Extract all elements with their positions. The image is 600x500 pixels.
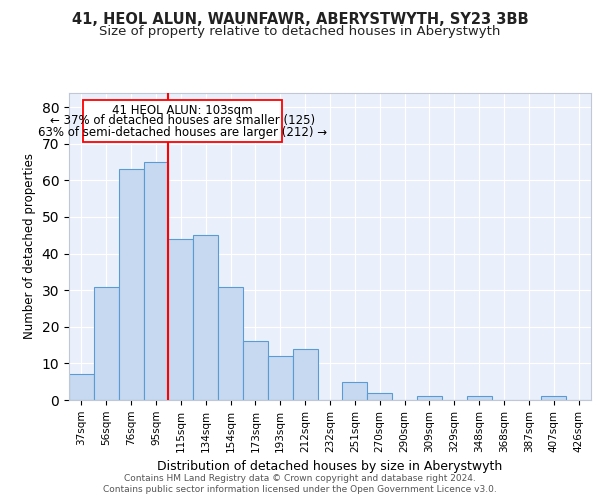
Text: 63% of semi-detached houses are larger (212) →: 63% of semi-detached houses are larger (… <box>38 126 326 139</box>
Bar <box>94 286 119 400</box>
Bar <box>243 342 268 400</box>
Bar <box>169 239 193 400</box>
Bar <box>417 396 442 400</box>
Text: Size of property relative to detached houses in Aberystwyth: Size of property relative to detached ho… <box>100 25 500 38</box>
Bar <box>293 349 317 400</box>
Bar <box>268 356 293 400</box>
Bar <box>69 374 94 400</box>
Y-axis label: Number of detached properties: Number of detached properties <box>23 153 36 339</box>
FancyBboxPatch shape <box>83 100 281 142</box>
Text: Contains public sector information licensed under the Open Government Licence v3: Contains public sector information licen… <box>103 485 497 494</box>
Text: Contains HM Land Registry data © Crown copyright and database right 2024.: Contains HM Land Registry data © Crown c… <box>124 474 476 483</box>
Bar <box>143 162 169 400</box>
Bar <box>541 396 566 400</box>
Text: 41, HEOL ALUN, WAUNFAWR, ABERYSTWYTH, SY23 3BB: 41, HEOL ALUN, WAUNFAWR, ABERYSTWYTH, SY… <box>71 12 529 28</box>
Bar <box>343 382 367 400</box>
X-axis label: Distribution of detached houses by size in Aberystwyth: Distribution of detached houses by size … <box>157 460 503 473</box>
Text: ← 37% of detached houses are smaller (125): ← 37% of detached houses are smaller (12… <box>50 114 314 128</box>
Bar <box>218 286 243 400</box>
Bar <box>193 236 218 400</box>
Bar <box>119 170 143 400</box>
Bar <box>367 392 392 400</box>
Bar <box>467 396 491 400</box>
Text: 41 HEOL ALUN: 103sqm: 41 HEOL ALUN: 103sqm <box>112 104 253 117</box>
